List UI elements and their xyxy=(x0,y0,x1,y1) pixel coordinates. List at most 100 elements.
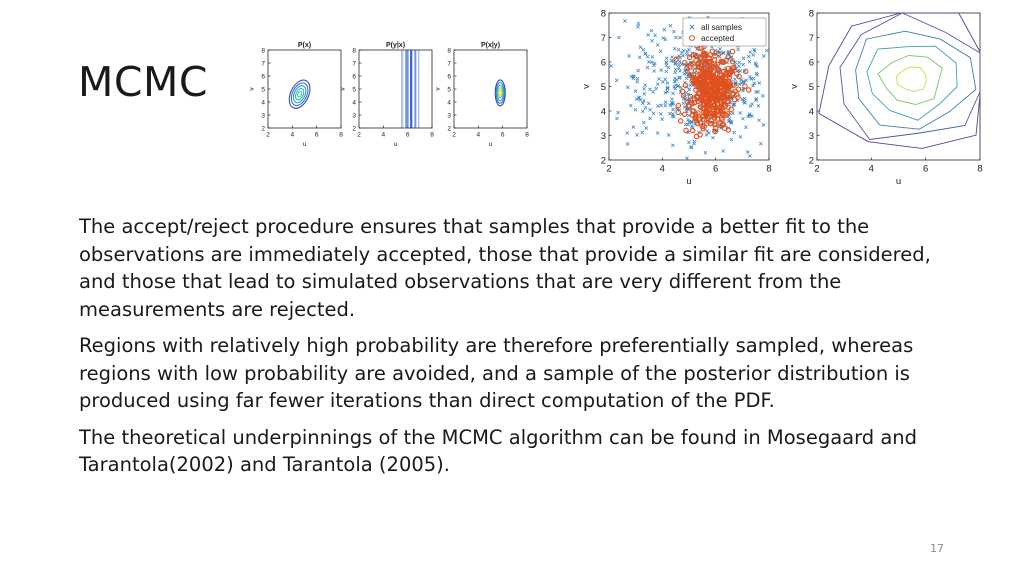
accepted-point xyxy=(686,54,693,61)
x-tick-label: 4 xyxy=(291,132,295,139)
likelihood-band-3 xyxy=(410,50,413,128)
sample-point xyxy=(686,130,691,135)
plot-title: P(x) xyxy=(298,42,311,49)
legend-marker-all xyxy=(689,24,695,30)
sample-point xyxy=(757,118,761,123)
sample-point xyxy=(648,87,652,92)
accepted-point xyxy=(707,52,713,58)
plot-posterior: 2 4 6 8 2 3 4 5 6 7 8 u v P(x|y) xyxy=(435,42,530,148)
accepted-point xyxy=(682,59,688,66)
sample-point xyxy=(673,76,677,81)
sample-point xyxy=(636,21,641,26)
y-tick-label: 7 xyxy=(261,60,265,67)
y-axis-label: v xyxy=(435,87,442,91)
accepted-point xyxy=(728,106,734,113)
plot-area xyxy=(453,49,528,129)
sample-point xyxy=(729,137,734,142)
accepted-point xyxy=(696,76,703,83)
sample-point xyxy=(646,101,651,106)
sample-point xyxy=(663,103,668,108)
x-axis-label: u xyxy=(394,141,398,148)
sample-point xyxy=(686,113,691,118)
sample-point xyxy=(657,77,661,81)
likelihood-band-1 xyxy=(400,50,404,128)
y-tick-label: 2 xyxy=(601,155,606,166)
accepted-point xyxy=(711,115,718,121)
sample-point xyxy=(689,124,694,128)
sample-point xyxy=(737,82,742,87)
x-tick-label: 2 xyxy=(357,132,361,139)
x-tick-label: 8 xyxy=(977,164,982,175)
sample-point xyxy=(643,105,648,110)
sample-point xyxy=(683,68,687,73)
accepted-point xyxy=(675,102,682,109)
slide-title: MCMC xyxy=(78,58,209,106)
sample-point xyxy=(673,70,678,75)
sample-point xyxy=(642,98,646,103)
sample-point xyxy=(737,60,742,65)
accepted-point xyxy=(714,86,721,93)
accepted-point xyxy=(734,71,740,77)
y-tick-label: 6 xyxy=(352,73,356,80)
sample-point xyxy=(652,61,657,66)
sample-point xyxy=(636,24,640,29)
sample-point xyxy=(658,49,663,54)
y-tick-label: 3 xyxy=(809,131,814,142)
accepted-point xyxy=(682,82,689,89)
sample-point xyxy=(635,79,640,84)
sample-point xyxy=(661,36,666,40)
accepted-point xyxy=(683,127,689,134)
sample-point xyxy=(628,103,633,108)
accepted-point xyxy=(687,93,694,100)
sample-point xyxy=(731,103,736,108)
y-tick-label: 8 xyxy=(261,47,265,54)
body-text: The accept/reject procedure ensures that… xyxy=(79,213,959,488)
x-axis-label: u xyxy=(489,141,493,148)
y-tick-label: 5 xyxy=(261,86,265,93)
accepted-point xyxy=(742,83,748,90)
x-axis-label: u xyxy=(686,176,691,187)
x-tick-label: 4 xyxy=(660,164,665,175)
accepted-point xyxy=(725,85,731,92)
accepted-point xyxy=(681,111,688,117)
y-tick-label: 8 xyxy=(601,8,606,19)
accepted-point xyxy=(706,83,713,89)
sample-point xyxy=(755,64,759,69)
x-tick-label: 2 xyxy=(606,164,611,175)
sample-point xyxy=(673,62,678,66)
accepted-point xyxy=(704,115,710,121)
y-tick-label: 6 xyxy=(261,73,265,80)
y-tick-label: 4 xyxy=(601,106,606,117)
accepted-point xyxy=(725,65,732,72)
paragraph-references: The theoretical underpinnings of the MCM… xyxy=(79,425,918,477)
sample-point xyxy=(643,51,648,56)
sample-point xyxy=(679,85,683,90)
sample-point xyxy=(623,19,627,23)
sample-point xyxy=(752,49,757,53)
sample-point xyxy=(616,35,621,40)
y-tick-label: 6 xyxy=(809,57,814,68)
accepted-point xyxy=(719,81,725,87)
y-axis-label: v xyxy=(249,87,256,91)
sample-point xyxy=(685,49,690,54)
sample-point xyxy=(692,139,697,144)
sample-point xyxy=(670,143,675,148)
y-axis-label: v xyxy=(340,87,347,91)
y-tick-label: 4 xyxy=(352,99,356,106)
accepted-point xyxy=(679,88,686,95)
accepted-point xyxy=(719,105,725,111)
accepted-point xyxy=(698,72,704,78)
sample-point xyxy=(633,89,638,94)
sample-point xyxy=(736,47,741,52)
sample-point xyxy=(681,101,686,106)
accepted-point xyxy=(693,133,700,140)
accepted-point xyxy=(735,86,742,92)
sample-point xyxy=(671,91,675,96)
sample-point xyxy=(742,100,747,105)
sample-point xyxy=(687,87,692,92)
sample-point xyxy=(761,123,766,127)
sample-point xyxy=(684,76,689,81)
accepted-point xyxy=(689,107,696,114)
sample-point xyxy=(678,75,682,80)
sample-point xyxy=(681,53,685,58)
